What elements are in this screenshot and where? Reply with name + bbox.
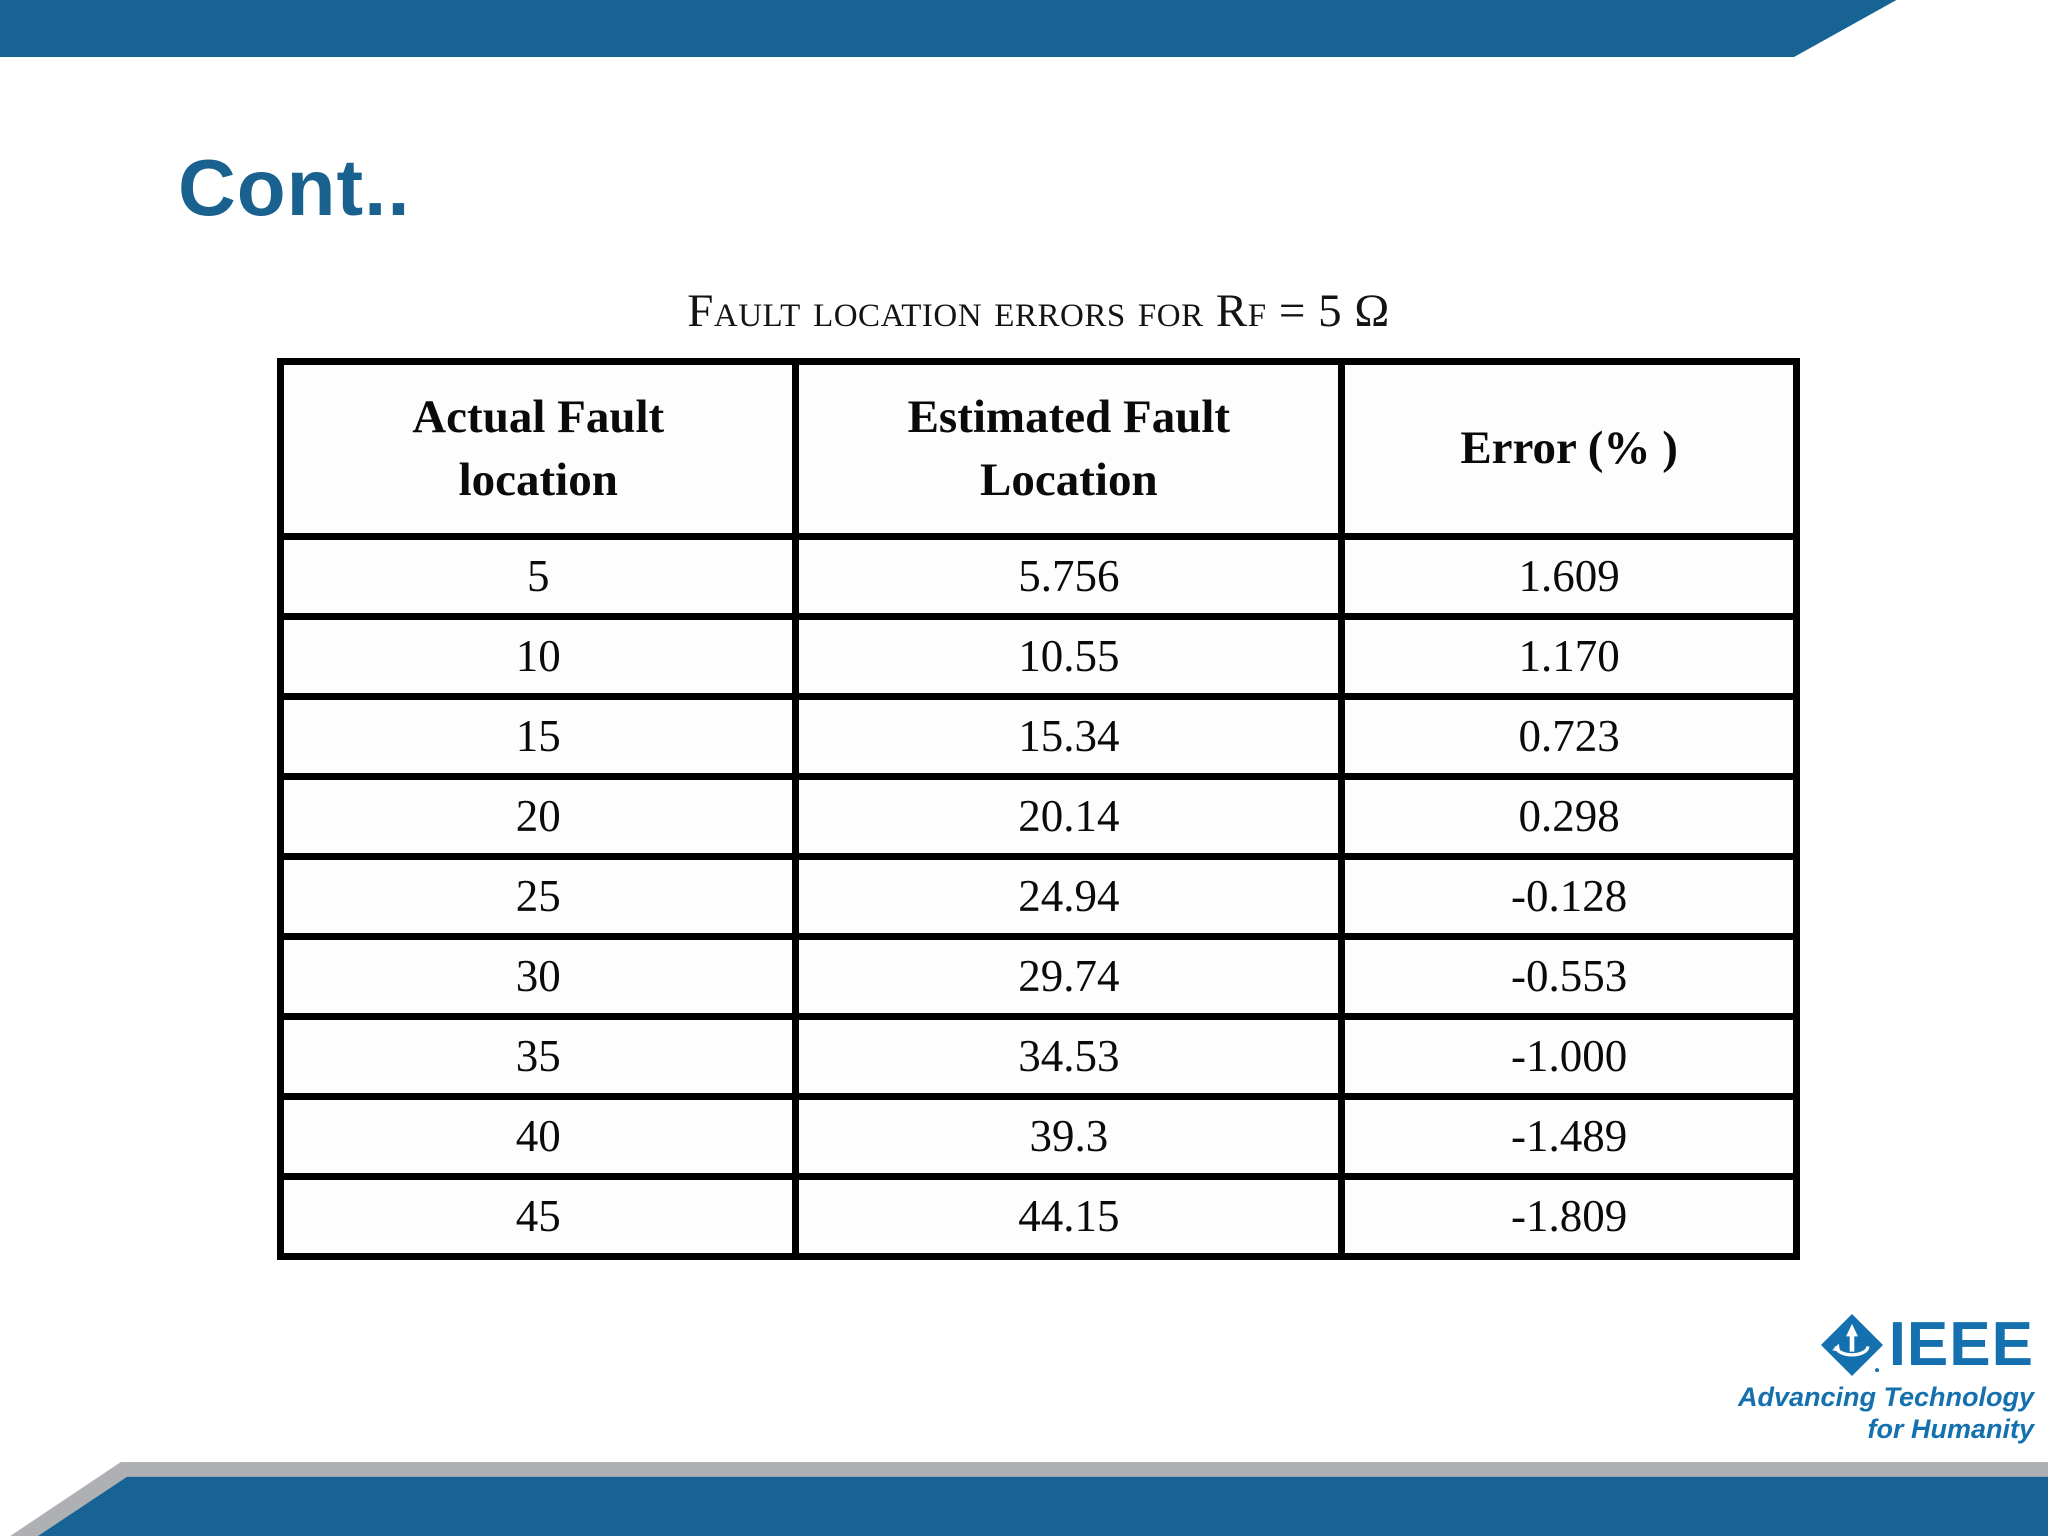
table-cell: 35 (276, 1013, 800, 1100)
table-cell: 25 (276, 853, 800, 940)
table-cell: 30 (276, 933, 800, 1020)
ieee-tagline-line2: for Humanity (1867, 1413, 2034, 1444)
table-cell: 24.94 (792, 853, 1346, 940)
table-cell: 15.34 (792, 693, 1346, 780)
table-caption: Fault location errors for Rf = 5 Ω (687, 285, 1390, 337)
table-cell: 34.53 (792, 1013, 1346, 1100)
header-estimated-fault-location: Estimated Fault Location (792, 358, 1346, 540)
table-row: 15 15.34 0.723 (276, 693, 1800, 780)
table-cell: 1.170 (1338, 613, 1800, 700)
table-cell: 5.756 (792, 533, 1346, 620)
table-cell: 20 (276, 773, 800, 860)
table-cell: 10.55 (792, 613, 1346, 700)
ieee-diamond-icon (1820, 1313, 1883, 1377)
table-row: 25 24.94 -0.128 (276, 853, 1800, 940)
table-cell: -0.128 (1338, 853, 1800, 940)
table-cell: -0.553 (1338, 933, 1800, 1020)
table-cell: -1.489 (1338, 1093, 1800, 1180)
ieee-tagline: Advancing Technology for Humanity (1738, 1382, 2034, 1446)
table-cell: 39.3 (792, 1093, 1346, 1180)
ieee-logo: IEEE Advancing Technology for Humanity (1738, 1312, 2034, 1446)
table-row: 45 44.15 -1.809 (276, 1173, 1800, 1260)
table-row: 40 39.3 -1.489 (276, 1093, 1800, 1180)
table-cell: 5 (276, 533, 800, 620)
top-banner (0, 0, 1897, 57)
table-row: 5 5.756 1.609 (276, 533, 1800, 620)
bottom-blue-bar (37, 1476, 2048, 1536)
header-actual-fault-location: Actual Fault location (276, 358, 800, 540)
table-cell: 15 (276, 693, 800, 780)
table-cell: 10 (276, 613, 800, 700)
table-cell: 0.723 (1338, 693, 1800, 780)
bottom-gray-stripe (10, 1462, 2048, 1536)
fault-error-table: Actual Fault location Estimated Fault Lo… (276, 358, 1800, 1260)
table-cell: -1.809 (1338, 1173, 1800, 1260)
table-row: 30 29.74 -0.553 (276, 933, 1800, 1020)
table-row: 35 34.53 -1.000 (276, 1013, 1800, 1100)
bottom-banner (0, 1456, 2048, 1536)
table-cell: 1.609 (1338, 533, 1800, 620)
table-cell: 45 (276, 1173, 800, 1260)
table-cell: 40 (276, 1093, 800, 1180)
header-error-percent: Error (% ) (1338, 358, 1800, 540)
table-row: 10 10.55 1.170 (276, 613, 1800, 700)
table-cell: 20.14 (792, 773, 1346, 860)
table-cell: 0.298 (1338, 773, 1800, 860)
table-cell: -1.000 (1338, 1013, 1800, 1100)
table-row: 20 20.14 0.298 (276, 773, 1800, 860)
ieee-wordmark: IEEE (1888, 1310, 2034, 1379)
slide-title: Cont.. (178, 143, 411, 232)
ieee-tagline-line1: Advancing Technology (1737, 1382, 2034, 1412)
table-cell: 29.74 (792, 933, 1346, 1020)
table-header-row: Actual Fault location Estimated Fault Lo… (276, 358, 1800, 540)
table-cell: 44.15 (792, 1173, 1346, 1260)
